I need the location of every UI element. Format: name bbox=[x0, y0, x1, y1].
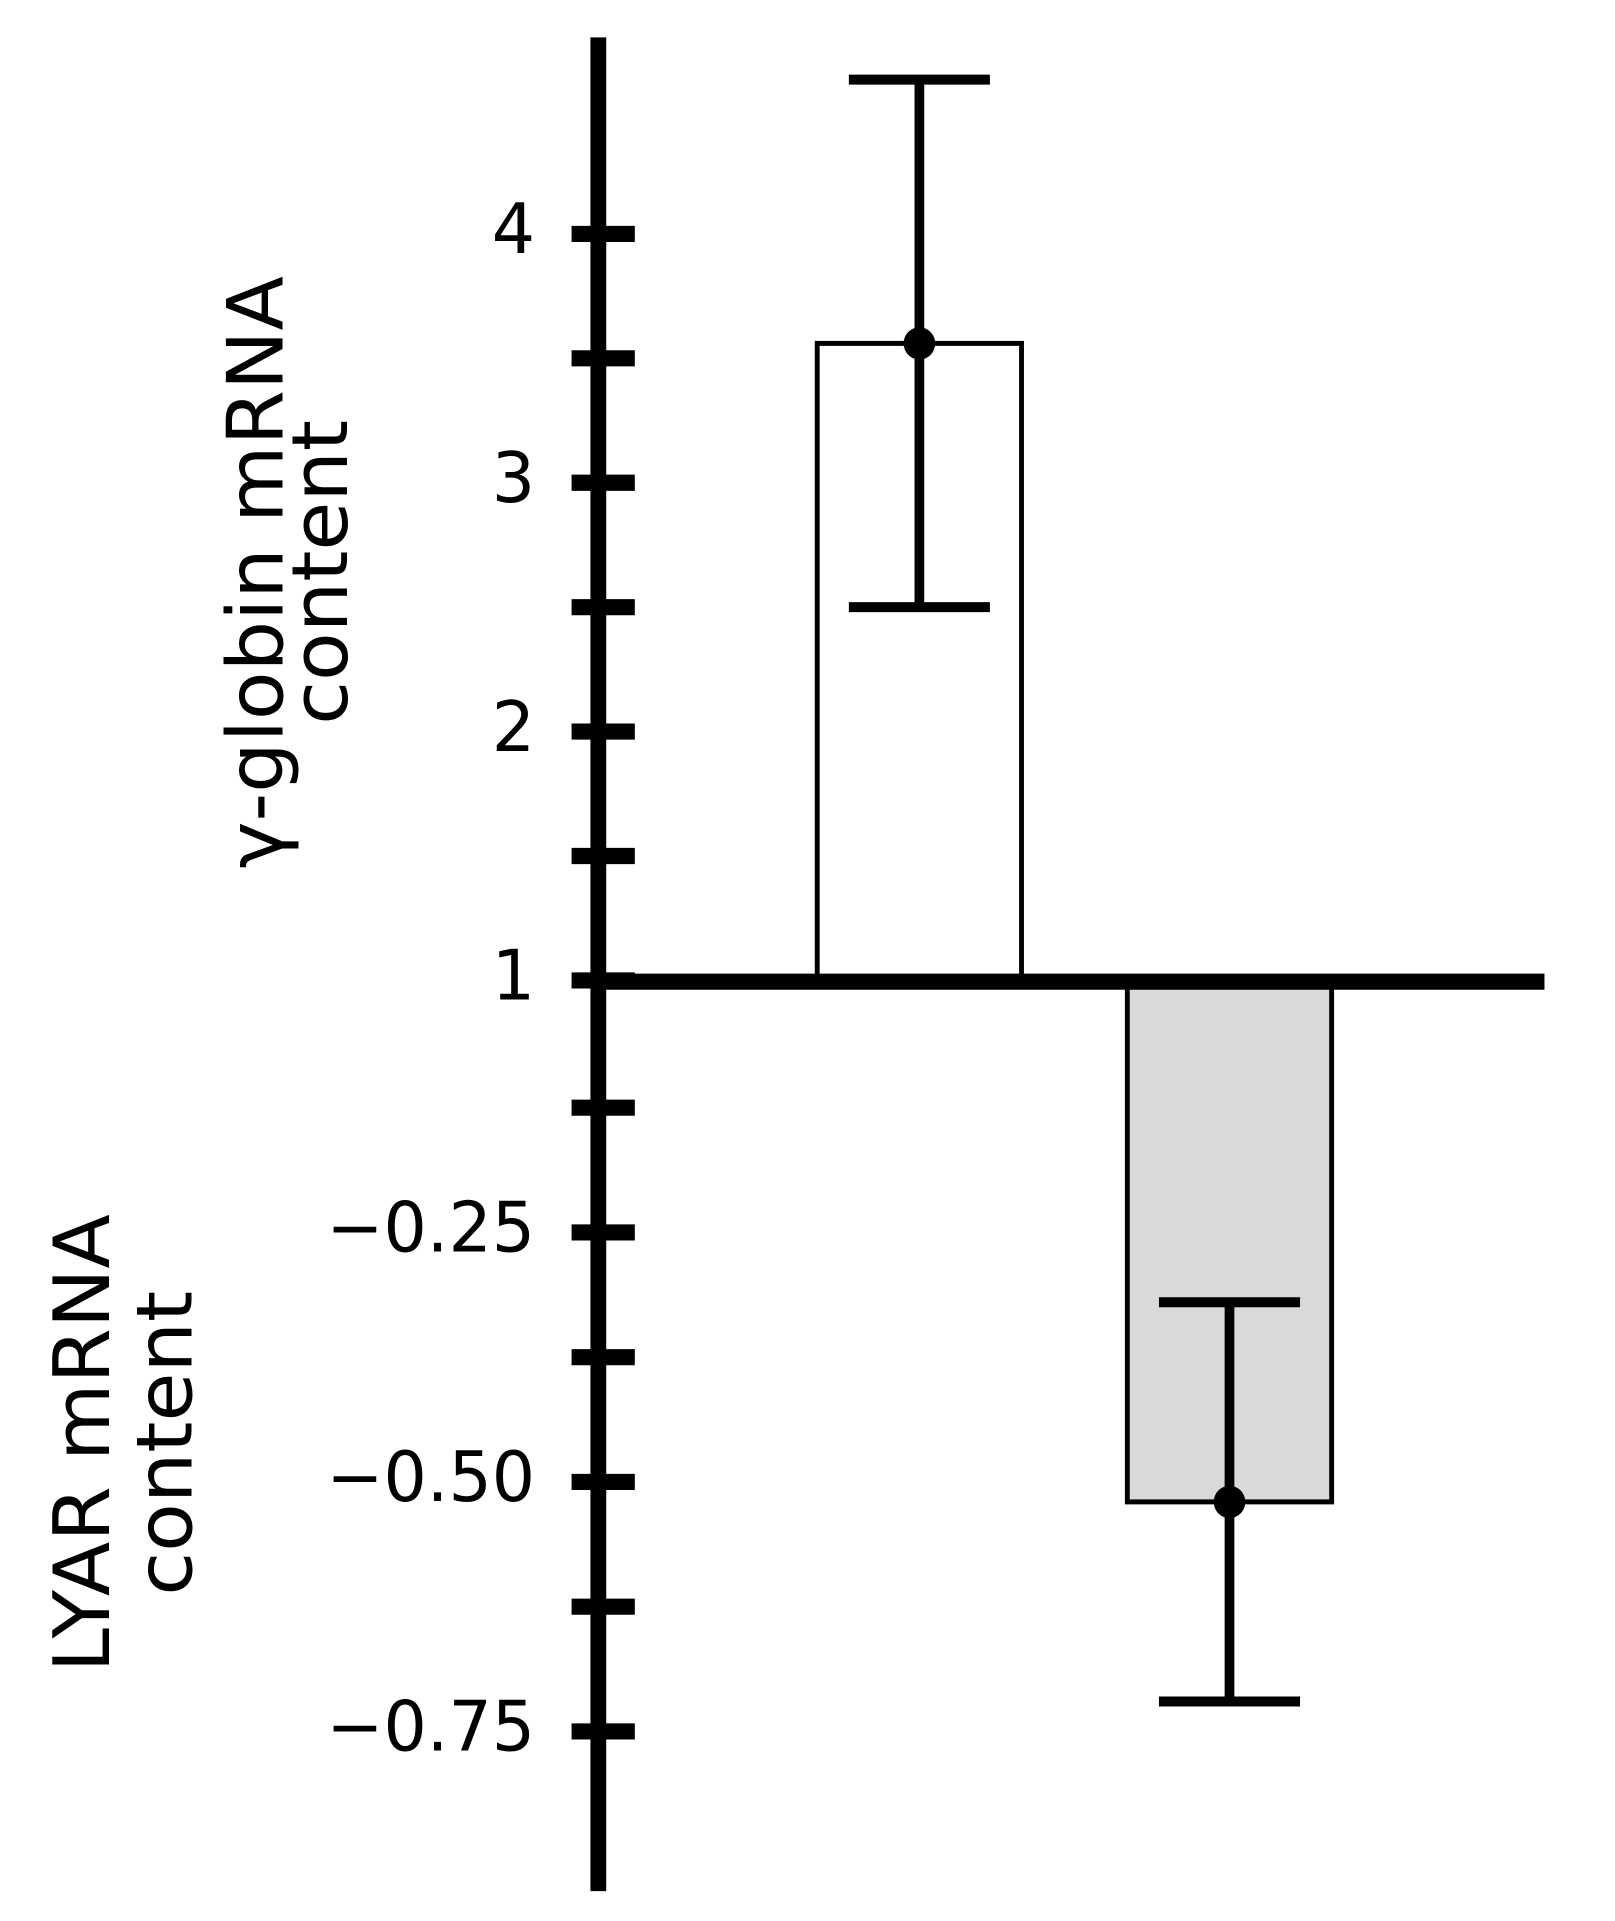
y-axis-label: content bbox=[275, 420, 366, 725]
y-tick-label: 2 bbox=[492, 687, 535, 768]
y-tick-label: 3 bbox=[492, 438, 535, 519]
y-axis-label: γ-globin mRNA bbox=[211, 276, 302, 869]
y-tick-label: 4 bbox=[492, 189, 535, 270]
y-tick-label: −0.75 bbox=[326, 1687, 535, 1768]
y-axis-label: content bbox=[119, 1291, 210, 1596]
y-axis-label: LYAR mRNA bbox=[37, 1214, 128, 1672]
y-tick-label: 1 bbox=[492, 936, 535, 1017]
mean-point bbox=[903, 327, 936, 360]
y-tick-label: −0.25 bbox=[326, 1188, 535, 1269]
mean-point bbox=[1213, 1485, 1246, 1519]
y-tick-label: −0.50 bbox=[326, 1437, 535, 1518]
